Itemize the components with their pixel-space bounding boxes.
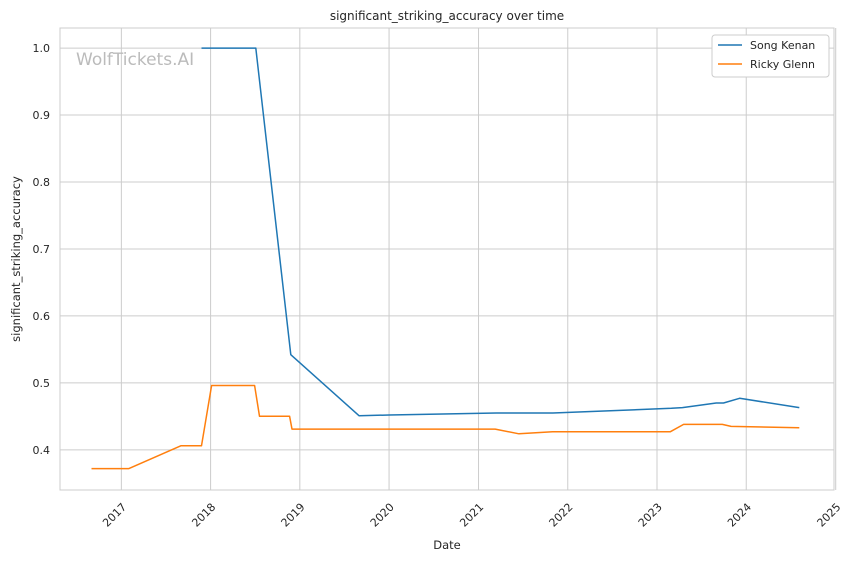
series-layer bbox=[91, 47, 800, 470]
y-tick-label: 0.9 bbox=[33, 109, 51, 122]
y-axis-label: significant_striking_accuracy bbox=[9, 176, 23, 342]
watermark-text: WolfTickets.AI bbox=[76, 50, 194, 70]
chart-title: significant_striking_accuracy over time bbox=[330, 9, 564, 23]
grid bbox=[60, 28, 837, 490]
y-tick-label: 0.6 bbox=[33, 310, 51, 323]
legend-label-0: Song Kenan bbox=[750, 39, 815, 52]
y-tick-label: 0.7 bbox=[33, 243, 51, 256]
legend-label-1: Ricky Glenn bbox=[750, 58, 815, 71]
y-tick-label: 1.0 bbox=[33, 42, 51, 55]
legend: Song Kenan Ricky Glenn bbox=[711, 34, 830, 78]
y-tick-label: 0.4 bbox=[33, 444, 51, 457]
series-line-1 bbox=[91, 384, 800, 470]
y-tick-label: 0.8 bbox=[33, 176, 51, 189]
plot-area bbox=[60, 28, 834, 490]
series-line-0 bbox=[201, 47, 800, 417]
x-axis-label: Date bbox=[433, 538, 461, 552]
y-tick-label: 0.5 bbox=[33, 377, 51, 390]
plot-frame bbox=[59, 27, 835, 491]
